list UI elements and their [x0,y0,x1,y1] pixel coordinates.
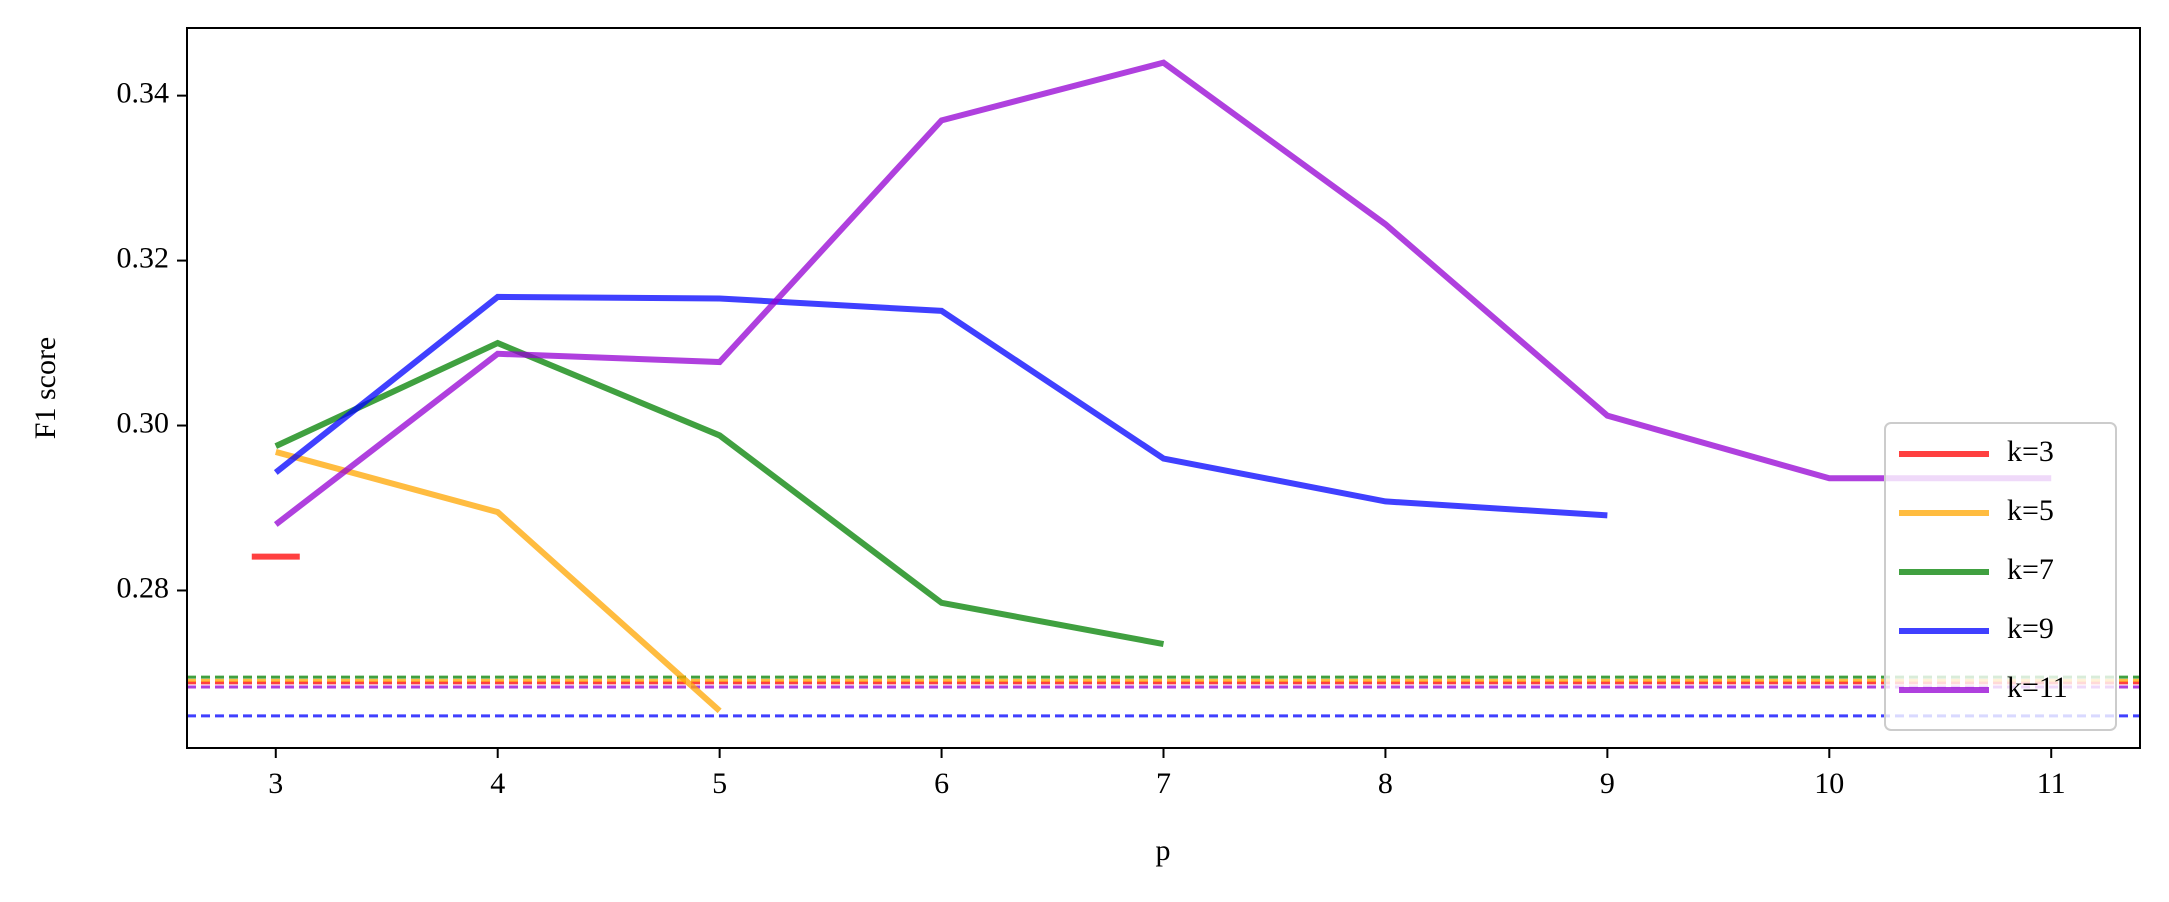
series-line [274,339,1165,648]
x-tick-label: 10 [1814,767,1844,800]
x-tick-label: 7 [1156,767,1171,800]
x-tick-label: 4 [490,767,505,800]
series-line [273,59,2052,527]
series-line [273,293,1608,519]
x-tick-label: 8 [1378,767,1393,800]
legend: k=3 k=5 k=7 k=9 k=11 [1884,422,2117,731]
x-tick-label: 3 [268,767,283,800]
y-tick-label: 0.28 [117,571,170,604]
y-tick-label: 0.30 [117,406,170,439]
legend-label: k=11 [2007,671,2068,704]
legend-label: k=9 [2007,612,2054,645]
plot-area [187,59,2140,718]
x-axis-label: p [1156,834,1171,867]
y-tick-label: 0.32 [117,241,170,274]
series-line [274,449,722,714]
y-tick-label: 0.34 [117,77,170,110]
legend-label: k=5 [2007,494,2054,527]
axes-frame [186,27,2141,749]
y-axis-label: F1 score [29,337,62,439]
x-tick-label: 6 [934,767,949,800]
legend-box [1884,422,2117,731]
x-tick-label: 5 [712,767,727,800]
x-tick-label: 9 [1600,767,1615,800]
x-tick-label: 11 [2037,767,2066,800]
legend-label: k=3 [2007,435,2054,468]
legend-label: k=7 [2007,553,2054,586]
